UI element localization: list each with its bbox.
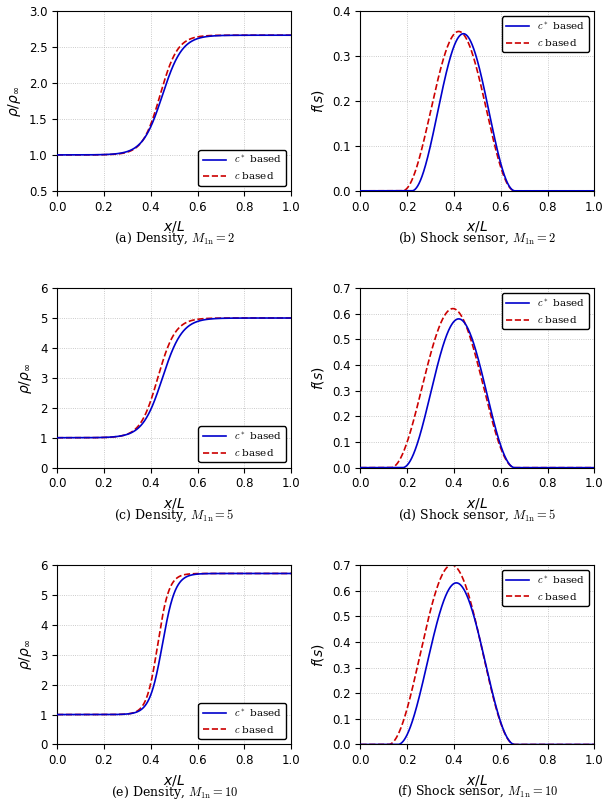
Legend: $c^*$ based, $c$ based: $c^*$ based, $c$ based bbox=[198, 427, 286, 462]
Y-axis label: $f(s)$: $f(s)$ bbox=[310, 366, 326, 389]
X-axis label: $x/L$: $x/L$ bbox=[467, 496, 489, 511]
X-axis label: $x/L$: $x/L$ bbox=[163, 772, 185, 788]
X-axis label: $x/L$: $x/L$ bbox=[163, 496, 185, 511]
Text: (b) Shock sensor, $M_{1\mathrm{n}} = 2$: (b) Shock sensor, $M_{1\mathrm{n}} = 2$ bbox=[398, 230, 556, 246]
Y-axis label: $f(s)$: $f(s)$ bbox=[310, 643, 326, 667]
X-axis label: $x/L$: $x/L$ bbox=[163, 219, 185, 234]
Legend: $c^*$ based, $c$ based: $c^*$ based, $c$ based bbox=[501, 16, 589, 53]
X-axis label: $x/L$: $x/L$ bbox=[467, 219, 489, 234]
Legend: $c^*$ based, $c$ based: $c^*$ based, $c$ based bbox=[198, 703, 286, 739]
Text: (a) Density, $M_{1\mathrm{n}} = 2$: (a) Density, $M_{1\mathrm{n}} = 2$ bbox=[113, 230, 235, 247]
Text: (c) Density, $M_{1\mathrm{n}} = 5$: (c) Density, $M_{1\mathrm{n}} = 5$ bbox=[114, 507, 234, 524]
Legend: $c^*$ based, $c$ based: $c^*$ based, $c$ based bbox=[501, 570, 589, 606]
Y-axis label: $\rho/\rho_\infty$: $\rho/\rho_\infty$ bbox=[6, 86, 23, 116]
Text: (d) Shock sensor, $M_{1\mathrm{n}} = 5$: (d) Shock sensor, $M_{1\mathrm{n}} = 5$ bbox=[398, 507, 556, 523]
X-axis label: $x/L$: $x/L$ bbox=[467, 772, 489, 788]
Legend: $c^*$ based, $c$ based: $c^*$ based, $c$ based bbox=[501, 293, 589, 330]
Y-axis label: $\rho/\rho_\infty$: $\rho/\rho_\infty$ bbox=[17, 362, 34, 393]
Legend: $c^*$ based, $c$ based: $c^*$ based, $c$ based bbox=[198, 149, 286, 186]
Text: (e) Density, $M_{1\mathrm{n}} = 10$: (e) Density, $M_{1\mathrm{n}} = 10$ bbox=[110, 784, 238, 801]
Y-axis label: $f(s)$: $f(s)$ bbox=[310, 89, 326, 113]
Text: (f) Shock sensor, $M_{1\mathrm{n}} = 10$: (f) Shock sensor, $M_{1\mathrm{n}} = 10$ bbox=[397, 784, 558, 799]
Y-axis label: $\rho/\rho_\infty$: $\rho/\rho_\infty$ bbox=[17, 639, 34, 671]
